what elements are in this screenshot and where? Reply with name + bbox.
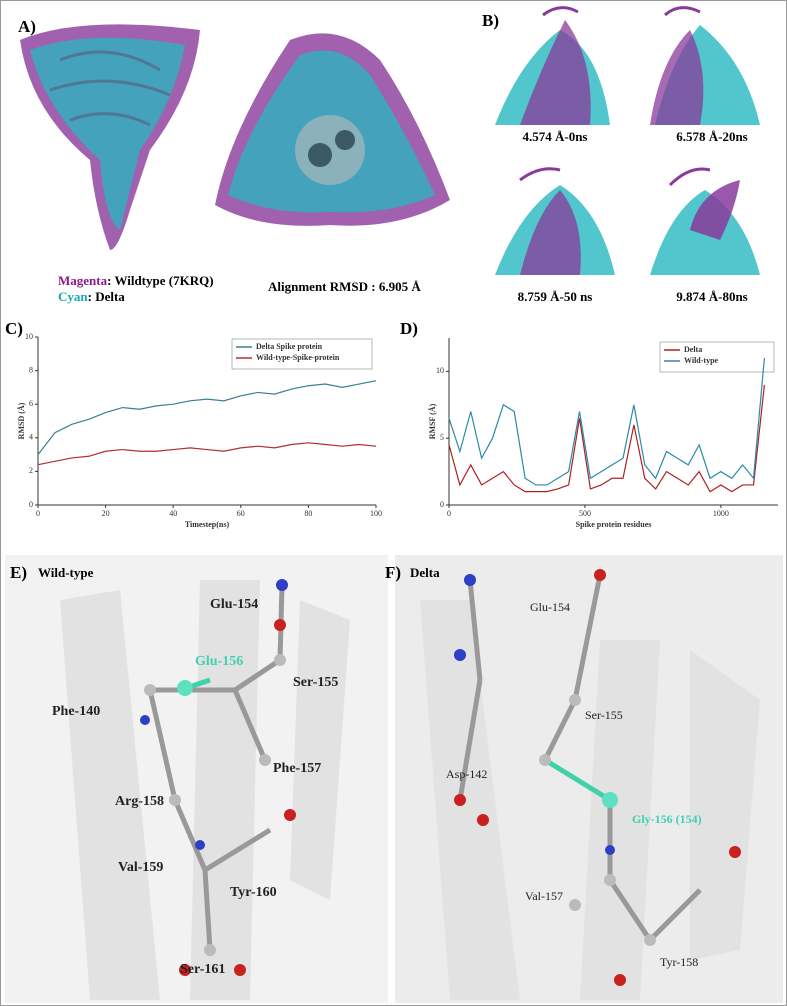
y-tick-label: 4 <box>29 433 33 442</box>
legend-box <box>231 338 373 370</box>
residue-label: Ser-155 <box>293 675 338 690</box>
legend-line: Cyan: Delta <box>58 289 125 304</box>
legend-box <box>659 341 775 373</box>
legend-label: Wild-type-Spike-protein <box>256 353 340 362</box>
x-tick-label: 40 <box>169 509 177 518</box>
residue-label: Ser-161 <box>180 962 225 977</box>
legend-line: Magenta: Wildtype (7KRQ) <box>58 273 214 288</box>
snapshot-caption: 9.874 Å-80ns <box>676 289 748 304</box>
x-tick-label: 60 <box>237 509 245 518</box>
legend-color-word: Cyan <box>58 289 88 304</box>
legend-label: Wild-type <box>684 356 719 365</box>
panel-subtitle: Wild-type <box>38 565 94 580</box>
residue-label: Ser-155 <box>585 708 623 722</box>
data-line <box>37 442 377 466</box>
x-tick-label: 500 <box>579 509 591 518</box>
panel-label: D) <box>400 319 418 338</box>
x-tick-label: 0 <box>36 509 40 518</box>
residue-label: Val-159 <box>118 860 163 875</box>
data-line <box>448 357 766 486</box>
structure-side-view <box>20 24 200 250</box>
legend-label: Delta Spike protein <box>256 342 323 351</box>
x-tick-label: 20 <box>102 509 110 518</box>
alignment-caption: Alignment RMSD : 6.905 Å <box>268 279 421 294</box>
legend-text: : Wildtype (7KRQ) <box>107 273 213 288</box>
residue-label: Phe-140 <box>52 704 100 719</box>
y-tick-label: 0 <box>440 500 444 509</box>
residue-label: Val-157 <box>525 889 563 903</box>
structure-top-view <box>215 33 450 226</box>
legend-color-word: Magenta <box>58 273 108 288</box>
residue-label: Phe-157 <box>273 761 321 776</box>
data-line <box>448 384 766 493</box>
y-tick-label: 2 <box>29 466 33 475</box>
y-tick-label: 6 <box>29 399 33 408</box>
snapshot-caption: 6.578 Å-20ns <box>676 129 748 144</box>
residue-label: Arg-158 <box>115 794 164 809</box>
y-tick-label: 5 <box>440 433 444 442</box>
x-tick-label: 80 <box>304 509 312 518</box>
panel-subtitle: Delta <box>410 565 440 580</box>
y-axis-label: RMSF (Å) <box>428 403 437 439</box>
y-axis-label: RMSD (Å) <box>17 402 26 439</box>
panel-label: A) <box>18 17 36 36</box>
x-axis-label: Timestep(ns) <box>185 520 230 529</box>
x-tick-label: 1000 <box>713 509 729 518</box>
x-tick-label: 0 <box>447 509 451 518</box>
legend-label: Delta <box>684 345 702 354</box>
snapshot-caption: 8.759 Å-50 ns <box>518 289 593 304</box>
panel-label: B) <box>482 11 499 30</box>
x-tick-label: 100 <box>370 509 382 518</box>
residue-label: Glu-156 <box>195 654 243 669</box>
y-tick-label: 10 <box>436 366 444 375</box>
atoms-e <box>140 579 296 976</box>
y-tick-label: 8 <box>29 365 33 374</box>
residue-label: Tyr-160 <box>230 885 277 900</box>
atoms-f <box>454 569 741 986</box>
snapshot-caption: 4.574 Å-0ns <box>522 129 587 144</box>
residue-label: Tyr-158 <box>660 955 698 969</box>
structure-snapshots <box>495 6 760 275</box>
panel-label: F) <box>385 563 401 582</box>
legend-text: : Delta <box>88 289 126 304</box>
y-tick-label: 0 <box>29 500 33 509</box>
residue-label: Glu-154 <box>210 597 258 612</box>
residue-label: Asp-142 <box>446 767 487 781</box>
ball-stick-f <box>457 574 702 942</box>
x-axis-label: Spike protein residues <box>576 520 652 529</box>
y-tick-label: 10 <box>25 332 33 341</box>
panel-label: E) <box>10 563 27 582</box>
panel-label: C) <box>5 319 23 338</box>
residue-label: Gly-156 (154) <box>632 812 702 826</box>
data-line <box>37 380 377 455</box>
residue-label: Glu-154 <box>530 600 570 614</box>
